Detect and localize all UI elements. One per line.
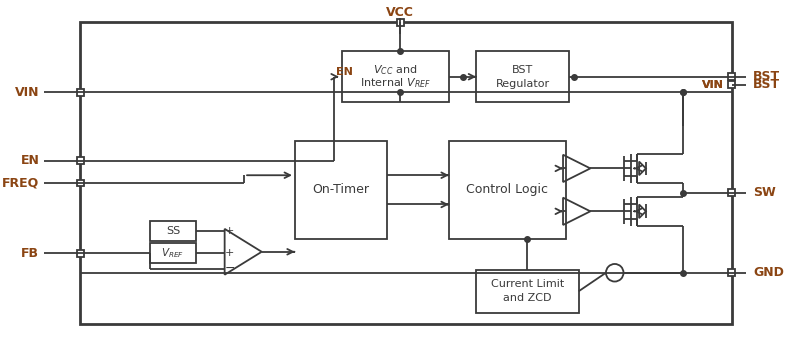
Text: Internal $V_{REF}$: Internal $V_{REF}$ — [360, 77, 431, 91]
Text: Current Limit: Current Limit — [491, 279, 564, 289]
Text: VIN: VIN — [702, 80, 724, 89]
Text: $V_{CC}$ and: $V_{CC}$ and — [373, 63, 418, 77]
Bar — [728, 189, 735, 196]
Bar — [728, 73, 735, 80]
Bar — [80, 22, 732, 324]
Bar — [150, 221, 196, 241]
Text: GND: GND — [753, 266, 784, 279]
Bar — [728, 269, 735, 276]
Bar — [77, 89, 84, 96]
Text: BST: BST — [753, 78, 780, 91]
Bar — [150, 244, 196, 263]
Bar — [295, 141, 387, 239]
Bar — [77, 157, 84, 164]
Text: BST: BST — [753, 70, 780, 83]
Text: FREQ: FREQ — [2, 176, 39, 190]
Text: +: + — [225, 226, 234, 236]
Text: BST: BST — [512, 65, 533, 75]
Text: On-Timer: On-Timer — [313, 184, 370, 196]
Text: EN: EN — [336, 67, 353, 77]
Bar — [77, 180, 84, 186]
Bar — [342, 51, 449, 102]
Text: VIN: VIN — [702, 80, 724, 89]
Bar — [77, 250, 84, 257]
Text: EN: EN — [21, 154, 39, 167]
Text: Regulator: Regulator — [495, 78, 550, 88]
Bar — [476, 270, 578, 313]
Bar — [476, 51, 569, 102]
Text: Control Logic: Control Logic — [466, 184, 549, 196]
Text: −: − — [224, 262, 234, 275]
Bar — [449, 141, 566, 239]
Text: SS: SS — [166, 226, 180, 236]
Text: SW: SW — [753, 186, 776, 199]
Text: $V_{REF}$: $V_{REF}$ — [162, 246, 185, 260]
Text: VIN: VIN — [15, 86, 39, 99]
Text: FB: FB — [22, 247, 39, 260]
Text: and ZCD: and ZCD — [503, 293, 552, 303]
Bar — [397, 19, 403, 26]
Bar — [728, 81, 735, 88]
Text: VCC: VCC — [386, 6, 414, 19]
Text: +: + — [225, 248, 234, 258]
